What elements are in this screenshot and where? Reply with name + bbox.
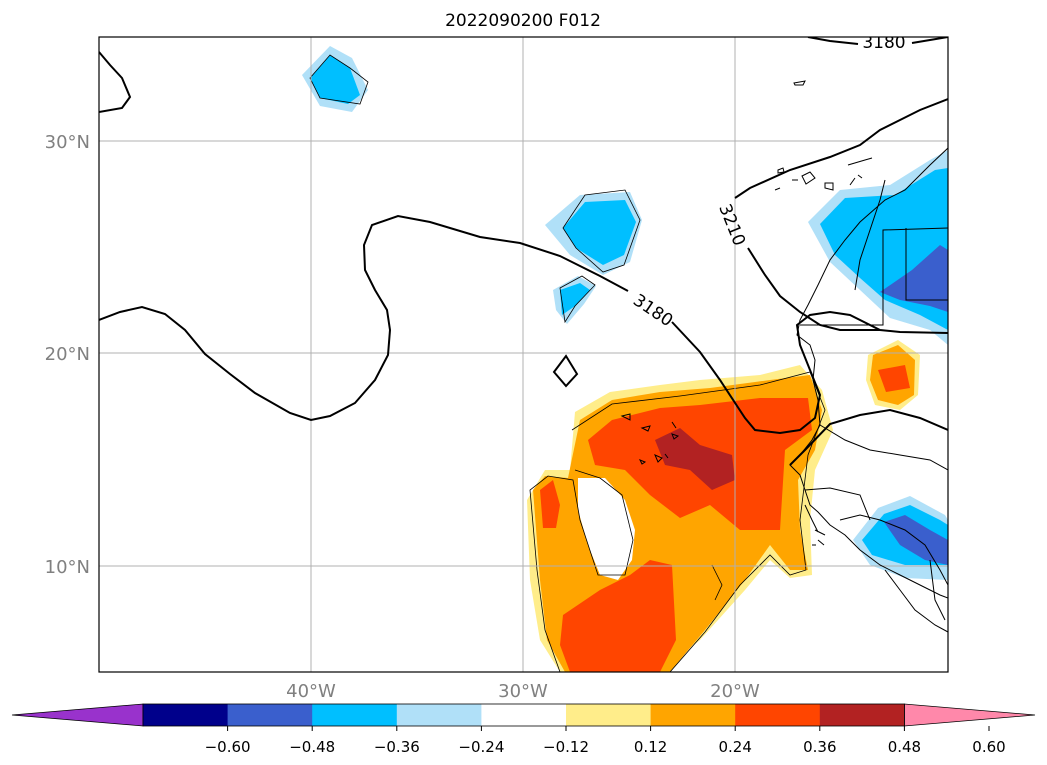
cape-verde <box>620 413 680 465</box>
contour-3210 <box>734 98 948 331</box>
contour-diamond <box>552 354 579 388</box>
grid-lines <box>99 37 948 672</box>
border-6 <box>839 514 948 586</box>
colorbar-tick-label: 0.36 <box>803 738 836 756</box>
border-5 <box>804 487 871 521</box>
colorbar-tick-label: −0.24 <box>458 738 504 756</box>
negative-east-upper-dark <box>880 245 948 312</box>
colorbar-tick-label: −0.60 <box>205 738 251 756</box>
border-4 <box>819 424 948 471</box>
colorbar-swatch <box>396 704 482 726</box>
contour-3180-top <box>807 37 948 45</box>
lat-labels: 30°N 20°N 10°N <box>45 132 90 578</box>
coast-detail <box>847 157 873 186</box>
colorbar-swatch <box>819 704 905 726</box>
red-region-south <box>560 560 676 672</box>
map-title: 2022090200 F012 <box>445 11 601 31</box>
border-1 <box>800 227 948 326</box>
contour-label: 3210 <box>714 201 749 249</box>
lon-labels: 40°W 30°W 20°W <box>286 681 760 702</box>
white-hole <box>578 478 635 580</box>
contour-3180-main <box>99 214 948 435</box>
colorbar-frame <box>142 703 905 727</box>
lat-label: 10°N <box>45 557 90 578</box>
red-region-east <box>878 365 910 392</box>
border-3 <box>854 179 886 291</box>
height-contours <box>99 37 948 466</box>
bissagos <box>804 504 826 546</box>
negative-central-core <box>563 200 636 265</box>
colorbar-swatch <box>481 704 567 726</box>
contour-3180-east <box>789 408 948 466</box>
map-plot-area: 3180 3180 3210 <box>99 33 948 672</box>
lon-label: 20°W <box>710 681 760 702</box>
colorbar-tick-label: −0.48 <box>289 738 335 756</box>
colorbar: −0.60 −0.48 −0.36 −0.24 −0.12 0.12 0.24 0.36 0.4… <box>11 703 1036 756</box>
colorbar-swatch <box>312 704 398 726</box>
colorbar-swatch <box>143 704 229 726</box>
lon-label: 30°W <box>498 681 548 702</box>
border-7 <box>884 569 948 633</box>
lat-label: 20°N <box>45 344 90 365</box>
colorbar-swatch <box>735 704 821 726</box>
shaded-field-negative <box>302 46 948 580</box>
contour-label: 3180 <box>862 33 905 53</box>
colorbar-tick-label: −0.12 <box>543 738 589 756</box>
colorbar-tick-label: −0.36 <box>374 738 420 756</box>
canary-islands <box>774 167 834 191</box>
contour-label: 3180 <box>629 290 676 331</box>
contour-west-top <box>99 51 132 113</box>
border-2 <box>905 228 948 301</box>
colorbar-tick-label: 0.12 <box>634 738 667 756</box>
border-8 <box>929 559 946 621</box>
negative-north-core <box>310 55 360 104</box>
lon-label: 40°W <box>286 681 336 702</box>
colorbar-swatch <box>650 704 736 726</box>
colorbar-tick-label: 0.60 <box>972 738 1005 756</box>
colorbar-extend-max <box>904 703 1036 727</box>
colorbar-extend-min <box>11 703 144 727</box>
plot-frame <box>98 36 949 673</box>
colorbar-swatch <box>566 704 652 726</box>
coastlines <box>620 80 948 633</box>
darkred-region <box>655 428 735 490</box>
madeira <box>793 80 806 86</box>
colorbar-tick-label: 0.24 <box>718 738 751 756</box>
negative-small-core <box>560 283 590 315</box>
lat-label: 30°N <box>45 132 90 153</box>
red-region-west <box>540 480 560 528</box>
colorbar-tick-label: 0.48 <box>888 738 921 756</box>
colorbar-swatch <box>227 704 313 726</box>
